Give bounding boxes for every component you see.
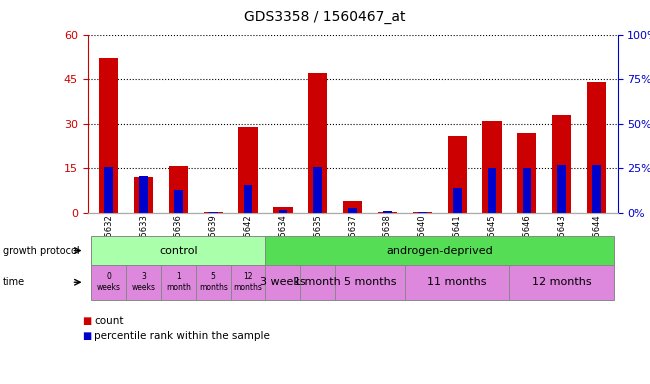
Bar bbox=[413, 212, 432, 213]
Bar bbox=[488, 169, 497, 213]
Bar bbox=[209, 212, 218, 213]
Text: 12 months: 12 months bbox=[532, 277, 592, 287]
Bar bbox=[279, 210, 287, 213]
Bar bbox=[378, 212, 397, 213]
Text: ■: ■ bbox=[83, 316, 92, 326]
Bar bbox=[383, 211, 392, 213]
Bar bbox=[104, 167, 113, 213]
Bar bbox=[517, 133, 536, 213]
Text: 12
months: 12 months bbox=[233, 272, 263, 292]
Text: 3
weeks: 3 weeks bbox=[131, 272, 155, 292]
Text: time: time bbox=[3, 277, 25, 287]
Text: growth protocol: growth protocol bbox=[3, 245, 80, 256]
Bar bbox=[239, 127, 257, 213]
Bar bbox=[313, 167, 322, 213]
Bar bbox=[552, 115, 571, 213]
Bar bbox=[482, 121, 502, 213]
Bar bbox=[592, 165, 601, 213]
Text: 1 month: 1 month bbox=[294, 277, 341, 287]
Bar bbox=[523, 169, 531, 213]
Bar bbox=[453, 188, 461, 213]
Bar bbox=[348, 208, 357, 213]
Bar bbox=[134, 177, 153, 213]
Bar bbox=[558, 165, 566, 213]
Text: 0
weeks: 0 weeks bbox=[97, 272, 121, 292]
Bar bbox=[308, 73, 328, 213]
Text: 1
month: 1 month bbox=[166, 272, 191, 292]
Bar bbox=[174, 190, 183, 213]
Bar bbox=[418, 212, 426, 213]
Text: 11 months: 11 months bbox=[428, 277, 487, 287]
Text: control: control bbox=[159, 245, 198, 256]
Bar bbox=[274, 207, 292, 213]
Bar bbox=[139, 175, 148, 213]
Text: percentile rank within the sample: percentile rank within the sample bbox=[94, 331, 270, 341]
Text: 3 weeks: 3 weeks bbox=[260, 277, 306, 287]
Text: count: count bbox=[94, 316, 124, 326]
Bar bbox=[169, 166, 188, 213]
Text: 5 months: 5 months bbox=[344, 277, 396, 287]
Bar bbox=[99, 58, 118, 213]
Bar bbox=[587, 82, 606, 213]
Text: GDS3358 / 1560467_at: GDS3358 / 1560467_at bbox=[244, 10, 406, 23]
Bar bbox=[203, 212, 223, 213]
Bar bbox=[244, 185, 252, 213]
Bar bbox=[448, 136, 467, 213]
Text: ■: ■ bbox=[83, 331, 92, 341]
Text: androgen-deprived: androgen-deprived bbox=[386, 245, 493, 256]
Text: 5
months: 5 months bbox=[199, 272, 228, 292]
Bar bbox=[343, 201, 362, 213]
